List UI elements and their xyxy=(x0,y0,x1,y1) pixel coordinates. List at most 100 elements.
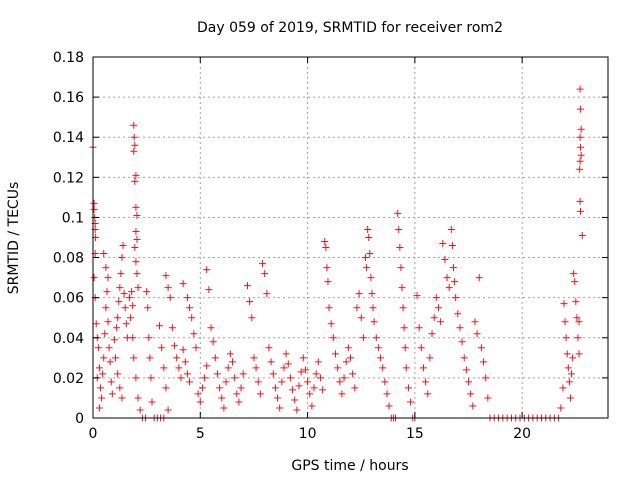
data-point xyxy=(338,390,346,398)
y-tick-label: 0.04 xyxy=(53,331,84,347)
data-point xyxy=(402,364,410,372)
data-point xyxy=(90,199,98,207)
data-point xyxy=(280,364,288,372)
data-point xyxy=(437,318,445,326)
data-point xyxy=(265,344,273,352)
data-point xyxy=(383,390,391,398)
data-point xyxy=(293,406,301,414)
data-point xyxy=(183,294,191,302)
data-point xyxy=(419,364,427,372)
data-point xyxy=(284,360,292,368)
data-point xyxy=(443,274,451,282)
y-axis-label: SRMTID / TECUs xyxy=(6,182,22,295)
data-point xyxy=(467,390,475,398)
data-point xyxy=(90,274,98,282)
data-point xyxy=(130,354,138,362)
data-point xyxy=(308,402,316,410)
data-point xyxy=(222,378,230,386)
data-point xyxy=(316,374,324,382)
data-point xyxy=(120,290,128,298)
data-point xyxy=(301,366,309,374)
data-point xyxy=(132,227,140,235)
data-point xyxy=(454,310,462,318)
data-point xyxy=(353,304,361,312)
x-tick-label: 0 xyxy=(89,426,98,442)
data-point xyxy=(267,358,275,366)
data-point xyxy=(291,396,299,404)
data-point xyxy=(100,354,108,362)
data-point xyxy=(565,378,573,386)
data-point xyxy=(327,320,335,328)
data-point xyxy=(559,384,567,392)
data-point xyxy=(571,278,579,286)
data-point xyxy=(94,344,102,352)
data-point xyxy=(397,264,405,272)
data-point xyxy=(132,374,140,382)
data-point xyxy=(119,242,127,250)
data-point xyxy=(297,368,305,376)
data-point xyxy=(183,370,191,378)
data-point xyxy=(220,404,228,412)
data-point xyxy=(329,334,337,342)
data-point xyxy=(129,334,137,342)
data-point xyxy=(116,384,124,392)
data-point xyxy=(377,354,385,362)
data-point xyxy=(104,274,112,282)
data-point xyxy=(102,304,110,312)
data-point xyxy=(381,378,389,386)
data-point xyxy=(143,288,151,296)
data-point xyxy=(400,324,408,332)
data-point xyxy=(92,320,100,328)
data-point xyxy=(100,250,108,258)
data-point xyxy=(324,278,332,286)
data-point xyxy=(198,384,206,392)
data-point xyxy=(228,358,236,366)
data-point xyxy=(576,133,584,141)
data-point xyxy=(456,324,464,332)
data-point xyxy=(359,334,367,342)
y-tick-label: 0.12 xyxy=(53,170,84,186)
data-point xyxy=(379,364,387,372)
data-point xyxy=(439,240,447,248)
data-point xyxy=(115,298,123,306)
data-point xyxy=(312,370,320,378)
data-points xyxy=(89,85,586,422)
data-point xyxy=(146,354,154,362)
x-tick-label: 20 xyxy=(513,426,531,442)
data-point xyxy=(469,402,477,410)
data-point xyxy=(465,378,473,386)
data-point xyxy=(186,378,194,386)
data-point xyxy=(563,350,571,358)
data-point xyxy=(460,354,468,362)
y-tick-label: 0.16 xyxy=(53,90,84,106)
data-point xyxy=(117,270,125,278)
data-point xyxy=(577,207,585,215)
data-point xyxy=(104,318,112,326)
data-point xyxy=(101,330,109,338)
data-point xyxy=(102,264,110,272)
data-point xyxy=(426,354,434,362)
x-tick-label: 15 xyxy=(406,426,424,442)
data-point xyxy=(480,358,488,366)
data-point xyxy=(462,366,470,374)
data-point xyxy=(336,378,344,386)
data-point xyxy=(422,378,430,386)
data-point xyxy=(413,292,421,300)
data-point xyxy=(428,330,436,338)
data-point xyxy=(148,398,156,406)
data-point xyxy=(398,284,406,292)
data-point xyxy=(399,304,407,312)
data-point xyxy=(173,354,181,362)
data-point xyxy=(224,364,232,372)
data-point xyxy=(394,209,402,217)
data-point xyxy=(134,284,142,292)
data-point xyxy=(573,314,581,322)
data-point xyxy=(95,404,103,412)
data-point xyxy=(562,334,570,342)
data-point xyxy=(447,225,455,233)
data-point xyxy=(259,260,267,268)
data-point xyxy=(363,264,371,272)
data-point xyxy=(306,390,314,398)
data-point xyxy=(192,344,200,352)
